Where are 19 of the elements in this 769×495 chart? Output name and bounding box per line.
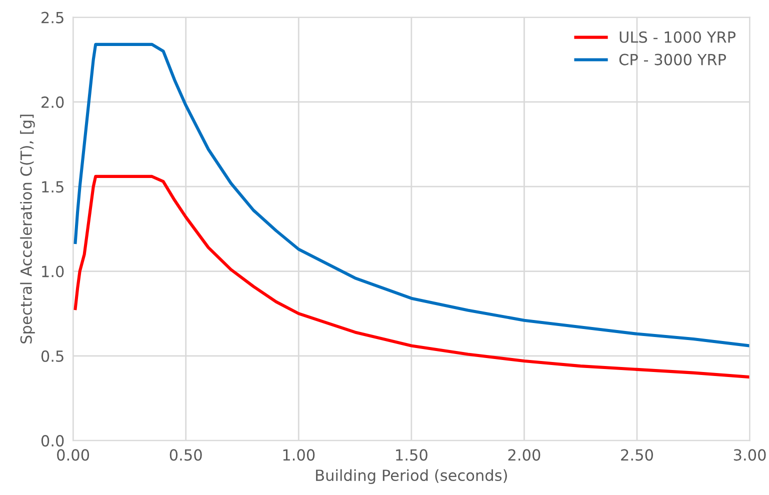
line-series xyxy=(74,174,750,379)
y-tick-label: 2.5 xyxy=(42,12,64,24)
y-tick-label: 1.5 xyxy=(42,181,64,193)
x-axis-title: Building Period (seconds) xyxy=(316,469,507,484)
x-tick-label: 2.50 xyxy=(621,449,653,461)
x-tick-label: 0.50 xyxy=(170,449,202,461)
legend-label: ULS - 1000 YRP xyxy=(620,31,736,43)
y-tick-label: 0.5 xyxy=(41,350,64,362)
line-series xyxy=(74,42,750,348)
x-tick-label: 3.00 xyxy=(734,449,766,461)
y-tick-label: 1.0 xyxy=(42,266,64,278)
legend-label: CP - 3000 YRP xyxy=(619,54,726,66)
x-tick-label: 1.50 xyxy=(396,449,428,461)
y-tick-label: 2.0 xyxy=(42,96,64,108)
y-tick-label: 0.0 xyxy=(41,435,64,447)
y-axis-title: Spectral Acceleration C(T), [g] xyxy=(20,114,35,344)
x-tick-label: 0.00 xyxy=(57,449,90,461)
x-tick-label: 1.00 xyxy=(283,449,315,461)
x-tick-label: 2.00 xyxy=(508,449,540,461)
